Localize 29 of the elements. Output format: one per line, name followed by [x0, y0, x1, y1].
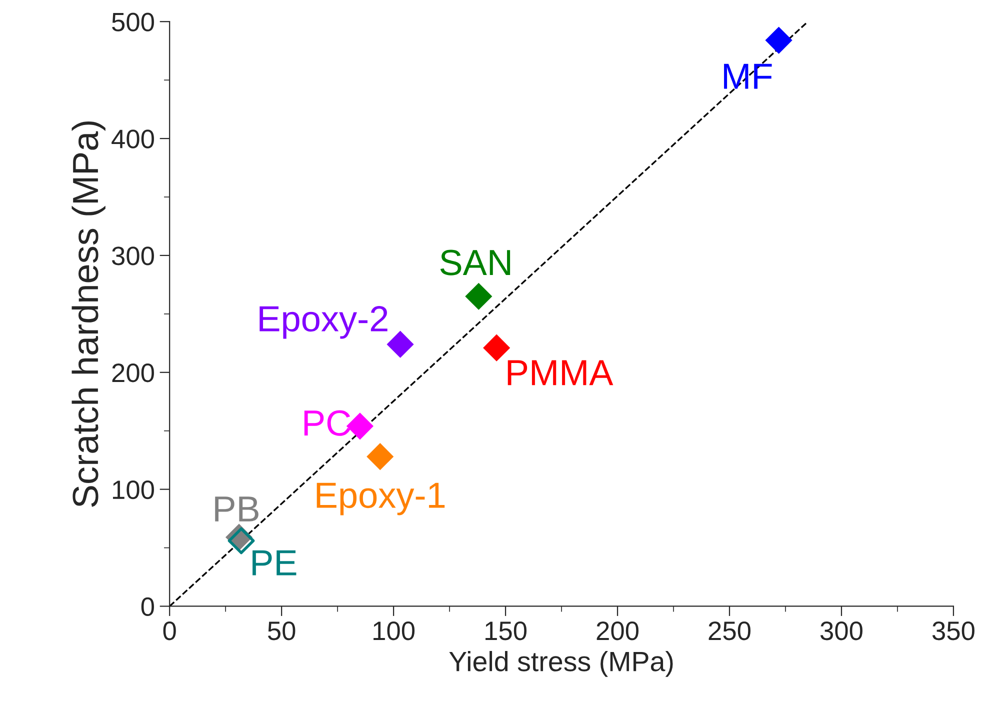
series-label: PMMA — [508, 360, 614, 386]
series-label: PC — [304, 410, 350, 436]
series-label: PE — [252, 550, 296, 576]
y-axis-title: Scratch hardness (MPa) — [72, 121, 106, 507]
point — [386, 330, 414, 358]
x-tick-label: 100 — [374, 622, 415, 640]
series-label: Epoxy-1 — [316, 482, 445, 516]
x-tick-label: 250 — [708, 622, 750, 640]
x-tick-label: 350 — [932, 622, 974, 640]
x-tick-label: 200 — [596, 622, 638, 640]
x-tick-label: 50 — [268, 622, 296, 640]
point — [366, 443, 394, 470]
series-label: Epoxy-2 — [260, 306, 388, 339]
x-tick-label: 0 — [163, 622, 176, 640]
x-tick-label: 300 — [820, 622, 862, 640]
point — [483, 334, 510, 362]
x-axis-title: Yield stress (MPa) — [449, 650, 673, 677]
y-tick-label: 0 — [141, 597, 154, 616]
y-tick-label: 500 — [112, 12, 154, 32]
y-tick-label: 100 — [112, 480, 154, 500]
point — [465, 282, 492, 310]
y-tick-label: 300 — [112, 246, 154, 266]
series-label: SAN — [440, 250, 510, 276]
y-tick-label: 400 — [112, 130, 154, 148]
point — [765, 26, 792, 54]
series-label: MF — [724, 64, 772, 89]
x-tick-label: 150 — [486, 622, 527, 640]
series-label: PB — [215, 496, 258, 522]
y-tick-label: 200 — [112, 364, 154, 382]
